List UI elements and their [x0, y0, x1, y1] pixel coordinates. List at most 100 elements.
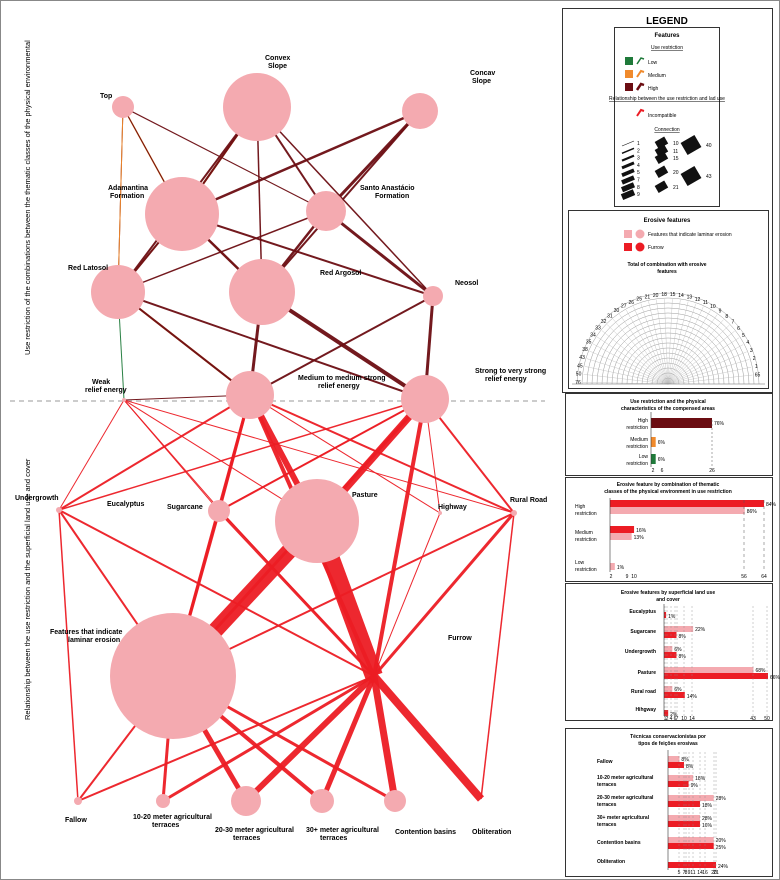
edge-top-santo — [122, 106, 327, 212]
connection-line-8 — [620, 182, 636, 193]
fan-spoke — [667, 324, 730, 385]
fan-label-38: 38 — [582, 347, 588, 353]
node-medium-laminar — [226, 371, 274, 419]
high-line-icon — [635, 82, 645, 91]
chart4-tick-8: 21 — [713, 870, 719, 876]
chart1-cat-1-a: Medium — [630, 437, 648, 443]
chart4-tick-7: 20 — [711, 870, 717, 876]
chart4-tick-5: 14 — [697, 870, 703, 876]
chart1-tick-0: 2 — [652, 468, 655, 474]
connection-line-7 — [621, 175, 635, 185]
fan-spoke — [619, 314, 669, 385]
label-concav: Concav Slope — [470, 70, 495, 85]
fan-spoke — [656, 299, 669, 385]
chart2-laminar-bar-2 — [610, 563, 615, 570]
chart1-cat-2-b: restriction — [626, 461, 648, 467]
node-top-laminar — [112, 96, 134, 118]
edge-furrow-t1020 — [162, 674, 375, 803]
chart3-cat-0: Eucalyptus — [629, 609, 656, 615]
fan-arc — [586, 302, 750, 385]
fan-label-14: 14 — [678, 293, 684, 299]
node-latosol-laminar — [91, 265, 145, 319]
connection-label-4: 4 — [637, 163, 640, 169]
connection-block-43 — [680, 165, 702, 187]
chart4-tick-3: 9 — [688, 870, 691, 876]
node-concav-laminar — [402, 93, 438, 129]
node-pasture-laminar — [275, 479, 359, 563]
label-pasture: Pasture — [352, 492, 378, 499]
fan-spoke — [667, 314, 718, 385]
fan-spoke — [586, 358, 669, 385]
fan-spoke — [667, 310, 711, 385]
fan-arc — [641, 357, 695, 385]
chart2-cat-0-b: restriction — [575, 511, 597, 517]
fan-label-2: 2 — [753, 356, 756, 362]
connection-label-21: 21 — [673, 185, 679, 191]
label-undergrowth: Undergrowth — [15, 495, 59, 502]
node-weak-laminar — [122, 398, 126, 402]
fan-arc — [646, 362, 690, 385]
chart3-furrow-val-1: 8% — [678, 634, 686, 640]
connection-title: Connection — [654, 127, 680, 133]
connection-label-9: 9 — [637, 192, 640, 198]
fan-arc — [656, 372, 680, 385]
chart4-laminar-bar-0 — [668, 756, 680, 762]
features-title: Features — [654, 33, 680, 39]
edge-furrow-obliteration — [370, 673, 485, 802]
chart4-furrow-val-4: 25% — [716, 845, 727, 851]
chart4-cat-4-a: Contention basins — [597, 840, 641, 846]
edge-strong-eucalyptus — [219, 398, 426, 511]
chart2-tick-0: 2 — [610, 574, 613, 580]
fan-spoke — [640, 303, 669, 385]
edge-adamantina-neosol — [181, 213, 434, 297]
chart3-tick-7: 43 — [750, 716, 756, 722]
node-neosol-laminar — [423, 286, 443, 306]
chart1-bar-0 — [651, 418, 712, 428]
chart2-title-2: classes of the physical environment in u… — [604, 489, 732, 495]
chart4-cat-5-a: Obliteration — [597, 859, 625, 865]
chart3-tick-5: 10 — [681, 716, 687, 722]
chart3-furrow-bar-5 — [664, 710, 669, 716]
chart4-laminar-bar-4 — [668, 837, 714, 843]
legend-title: LEGEND — [646, 16, 688, 27]
chart2-laminar-val-0: 86% — [747, 509, 758, 515]
chart3-cat-5: Hihgway — [635, 707, 656, 713]
label-t1020: 10-20 meter agricultural terraces — [133, 814, 212, 829]
fan-arc — [611, 327, 725, 385]
low-swatch — [625, 57, 633, 65]
connection-bar-21 — [654, 180, 669, 193]
connection-bar-15 — [654, 151, 669, 164]
chart2-furrow-val-1: 16% — [636, 528, 647, 534]
fan-spoke — [648, 301, 669, 385]
chart4-title-1: Técnicas conservacionistas por — [630, 734, 706, 740]
high-label: High — [648, 86, 659, 92]
chart2-tick-2: 10 — [631, 574, 637, 580]
connection-label-2: 2 — [637, 148, 640, 154]
connection-line-4 — [621, 161, 635, 170]
total-title: Total of combination with erosive feature… — [627, 262, 706, 275]
label-fallow: Fallow — [65, 817, 87, 824]
chart1-cat-0-a: High — [638, 418, 649, 424]
fan-arc — [631, 347, 705, 385]
fan-label-26: 26 — [629, 300, 635, 306]
connection-label-3: 3 — [637, 156, 640, 162]
high-swatch — [625, 83, 633, 91]
fan-spoke — [667, 337, 740, 385]
chart3-furrow-val-5: 2% — [670, 712, 678, 718]
chart3-furrow-bar-1 — [664, 632, 677, 638]
fan-spoke — [626, 309, 669, 385]
chart3-tick-3: 6 — [674, 716, 677, 722]
chart2-furrow-val-0: 84% — [766, 502, 777, 508]
chart4-furrow-bar-1 — [668, 781, 689, 787]
chart3-tick-2: 4 — [670, 716, 673, 722]
chart4-laminar-val-1: 18% — [695, 776, 706, 782]
fan-spoke — [667, 299, 673, 385]
fan-spoke — [607, 324, 669, 385]
edge-furrow-contention — [370, 675, 399, 802]
fan-spoke — [667, 344, 744, 385]
side-label-top: Use restriction of the combinations betw… — [23, 40, 32, 355]
edge-latosol-strong — [117, 291, 426, 400]
fan-label-35: 35 — [586, 340, 592, 346]
edge-undergrowth-fallow — [58, 509, 79, 802]
node-strong-laminar — [401, 375, 449, 423]
